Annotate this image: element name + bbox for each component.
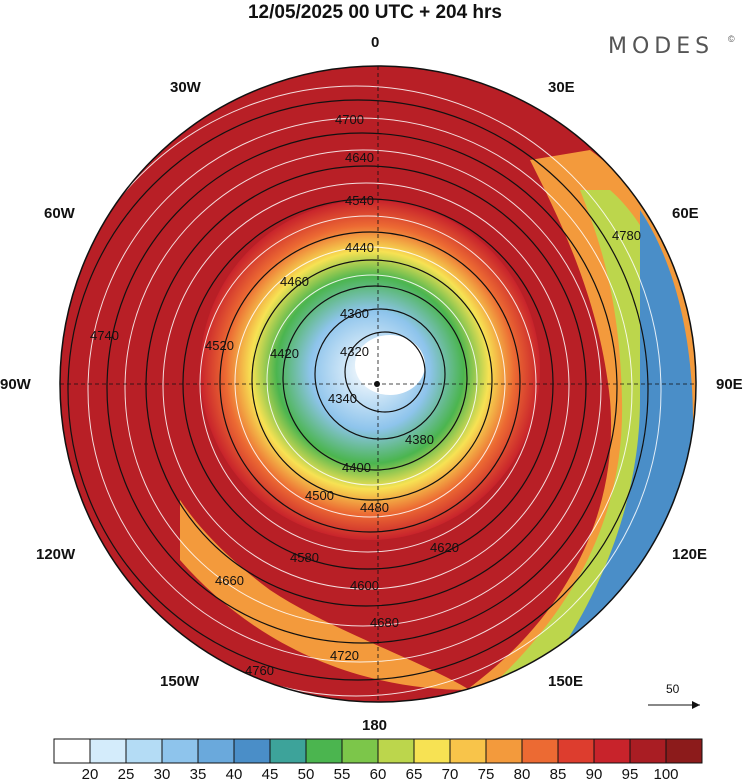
vortex-center-white — [355, 335, 425, 395]
lon-label-60e: 60E — [672, 205, 699, 222]
contour-ring — [106, 132, 618, 644]
colorbar-tick-label: 60 — [369, 766, 387, 783]
colorbar-tick-label: 25 — [117, 766, 135, 783]
lon-label-120w: 120W — [36, 546, 76, 563]
colorbar-tick-label: 80 — [513, 766, 531, 783]
contour-label: 4500 — [305, 488, 334, 503]
colorbar-swatch — [593, 738, 631, 764]
colorbar-tick-label: 55 — [333, 766, 351, 783]
colorbar-swatch — [557, 738, 595, 764]
pole-marker — [374, 381, 380, 387]
colorbar-tick-label: 35 — [189, 766, 207, 783]
colorbar-swatch — [53, 738, 91, 764]
colorbar-tick-label: 90 — [585, 766, 603, 783]
colorbar-swatch — [233, 738, 271, 764]
colorbar-swatch — [521, 738, 559, 764]
colorbar-tick-label: 100 — [653, 766, 679, 783]
reference-arrow-head — [692, 701, 700, 709]
streamline — [87, 117, 633, 663]
contour-label: 4380 — [405, 432, 434, 447]
colorbar-tick-label: 20 — [81, 766, 99, 783]
lon-label-60w: 60W — [44, 205, 75, 222]
contour-label: 4680 — [370, 615, 399, 630]
colorbar-swatch — [161, 738, 199, 764]
contour-label: 4460 — [280, 274, 309, 289]
map-border — [59, 65, 697, 703]
colorbar-swatch — [197, 738, 235, 764]
colorbar-swatch — [305, 738, 343, 764]
contour-label: 4540 — [345, 193, 374, 208]
contour-ring — [67, 99, 649, 681]
contour-label: 4520 — [205, 338, 234, 353]
colorbar-swatch — [89, 738, 127, 764]
colorbar-tick-label: 70 — [441, 766, 459, 783]
contour-label-group: 4320 4340 4360 4380 4400 4420 4440 4460 … — [90, 112, 641, 678]
colorbar-tick-label: 85 — [549, 766, 567, 783]
colorbar-tick-label: 40 — [225, 766, 243, 783]
contour-label: 4340 — [328, 391, 357, 406]
contour-ring — [314, 308, 446, 440]
map-title: 12/05/2025 00 UTC + 204 hrs — [247, 2, 503, 23]
lon-label-30w: 30W — [170, 79, 201, 96]
lon-label-30e: 30E — [548, 79, 575, 96]
streamline — [50, 85, 662, 697]
orange-belt-south — [180, 500, 470, 690]
contour-label: 4400 — [342, 460, 371, 475]
contour-ring — [145, 165, 587, 607]
contour-ring — [219, 231, 521, 533]
colorbar-swatch — [377, 738, 415, 764]
contour-label: 4580 — [290, 550, 319, 565]
lon-label-180: 180 — [362, 717, 388, 734]
brand-logo: MODES — [608, 34, 715, 59]
contour-label: 4620 — [430, 540, 459, 555]
colorbar-tick-label: 75 — [477, 766, 495, 783]
colorbar-swatch — [269, 738, 307, 764]
contour-label: 4320 — [340, 344, 369, 359]
lon-label-150w: 150W — [160, 673, 200, 690]
contour-label: 4600 — [350, 578, 379, 593]
reference-vector-label: 50 — [666, 682, 680, 696]
brand-copyright: © — [728, 34, 735, 44]
colorbar-tick-label: 95 — [621, 766, 639, 783]
streamline — [234, 246, 506, 518]
colorbar-swatch — [449, 738, 487, 764]
colorbar-tick-label: 30 — [153, 766, 171, 783]
streamline — [124, 149, 602, 627]
colorbar-swatch — [125, 738, 163, 764]
contour-ring — [344, 331, 426, 413]
lon-label-120e: 120E — [672, 546, 708, 563]
contour-ring — [282, 285, 468, 471]
lon-label-150e: 150E — [548, 673, 584, 690]
contour-label: 4420 — [270, 346, 299, 361]
colorbar-tick-label: 45 — [261, 766, 279, 783]
colorbar-swatch — [665, 738, 703, 764]
colorbar-swatch — [413, 738, 451, 764]
wind-streamlines — [50, 85, 662, 697]
streamline — [266, 274, 478, 486]
colorbar-tick-label: 50 — [297, 766, 315, 783]
colorbar-swatch — [341, 738, 379, 764]
contour-label: 4760 — [245, 663, 274, 678]
colorbar-swatch — [485, 738, 523, 764]
contour-label: 4480 — [360, 500, 389, 515]
lon-label-90w: 90W — [0, 376, 31, 393]
contour-label: 4660 — [215, 573, 244, 588]
contour-label: 4700 — [335, 112, 364, 127]
contour-label: 4360 — [340, 306, 369, 321]
contour-label: 4780 — [612, 228, 641, 243]
lon-label-0: 0 — [371, 34, 380, 51]
colorbar-tick-label: 65 — [405, 766, 423, 783]
lon-label-90e: 90E — [716, 376, 743, 393]
contour-label: 4640 — [345, 150, 374, 165]
colorbar — [53, 738, 703, 764]
colorbar-swatch — [629, 738, 667, 764]
contour-label: 4740 — [90, 328, 119, 343]
contour-ring — [251, 259, 493, 501]
contour-label: 4720 — [330, 648, 359, 663]
streamline — [162, 182, 570, 590]
height-contours — [67, 99, 649, 681]
contour-label: 4440 — [345, 240, 374, 255]
